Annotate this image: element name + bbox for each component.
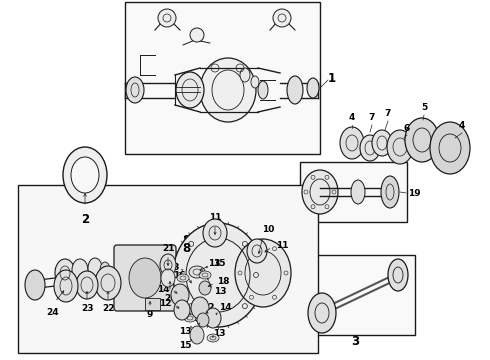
Text: 13: 13 xyxy=(214,288,226,297)
Ellipse shape xyxy=(199,281,211,295)
Bar xyxy=(18,185,318,353)
Text: 13: 13 xyxy=(168,262,180,271)
Text: 14: 14 xyxy=(219,303,232,312)
Ellipse shape xyxy=(63,147,107,203)
Ellipse shape xyxy=(308,293,336,333)
Ellipse shape xyxy=(273,9,291,27)
Ellipse shape xyxy=(258,81,268,99)
Text: 13: 13 xyxy=(179,328,192,337)
Ellipse shape xyxy=(126,77,144,103)
Text: 17: 17 xyxy=(202,314,215,323)
Ellipse shape xyxy=(55,259,75,287)
Ellipse shape xyxy=(287,76,303,104)
Ellipse shape xyxy=(189,266,205,278)
Ellipse shape xyxy=(174,300,190,320)
Ellipse shape xyxy=(340,127,364,159)
Ellipse shape xyxy=(207,334,219,342)
Ellipse shape xyxy=(184,314,196,322)
Ellipse shape xyxy=(197,313,209,327)
Ellipse shape xyxy=(240,68,250,82)
Text: 4: 4 xyxy=(349,113,355,122)
Ellipse shape xyxy=(235,239,291,307)
Ellipse shape xyxy=(25,270,45,300)
Ellipse shape xyxy=(129,258,161,298)
Text: 22: 22 xyxy=(102,304,114,313)
Ellipse shape xyxy=(203,219,227,247)
Text: 7: 7 xyxy=(385,109,391,118)
Text: 19: 19 xyxy=(408,189,420,198)
Ellipse shape xyxy=(388,259,408,291)
Text: 4: 4 xyxy=(459,121,465,130)
Ellipse shape xyxy=(387,130,413,164)
Ellipse shape xyxy=(88,258,102,278)
Ellipse shape xyxy=(381,176,399,208)
Text: 6: 6 xyxy=(404,124,410,133)
Text: 14: 14 xyxy=(157,284,170,293)
Text: 15: 15 xyxy=(213,258,225,267)
Ellipse shape xyxy=(302,170,338,214)
Ellipse shape xyxy=(360,135,380,161)
Text: 23: 23 xyxy=(81,304,93,313)
Text: 5: 5 xyxy=(421,103,427,112)
Text: 3: 3 xyxy=(351,335,359,348)
Ellipse shape xyxy=(100,262,110,278)
Bar xyxy=(125,2,320,154)
Ellipse shape xyxy=(307,78,319,98)
Text: 13: 13 xyxy=(208,258,220,267)
Ellipse shape xyxy=(177,274,189,282)
Ellipse shape xyxy=(161,269,175,287)
Text: 13: 13 xyxy=(172,293,185,302)
Text: 18: 18 xyxy=(217,278,229,287)
Ellipse shape xyxy=(205,308,221,328)
Ellipse shape xyxy=(405,118,439,162)
Text: 18: 18 xyxy=(174,303,187,312)
Ellipse shape xyxy=(199,271,211,279)
Text: 7: 7 xyxy=(369,113,375,122)
Ellipse shape xyxy=(430,122,470,174)
Text: 9: 9 xyxy=(147,310,153,319)
Ellipse shape xyxy=(54,270,78,302)
Text: 21: 21 xyxy=(162,244,174,253)
Ellipse shape xyxy=(76,271,98,299)
Bar xyxy=(145,298,160,310)
Text: 15: 15 xyxy=(179,341,192,350)
Ellipse shape xyxy=(95,266,121,300)
Ellipse shape xyxy=(351,180,365,204)
Text: 8: 8 xyxy=(182,234,190,247)
Ellipse shape xyxy=(190,28,204,42)
Text: 12: 12 xyxy=(202,302,215,311)
Ellipse shape xyxy=(191,297,209,319)
Text: 1: 1 xyxy=(328,72,336,85)
Ellipse shape xyxy=(247,239,267,263)
Ellipse shape xyxy=(158,9,176,27)
Ellipse shape xyxy=(200,58,256,122)
Ellipse shape xyxy=(171,284,189,306)
Text: 11: 11 xyxy=(209,213,221,222)
Text: 11: 11 xyxy=(276,240,289,249)
Ellipse shape xyxy=(251,76,259,88)
Ellipse shape xyxy=(173,223,263,327)
Text: 24: 24 xyxy=(47,308,59,317)
Text: 8: 8 xyxy=(182,242,190,255)
Ellipse shape xyxy=(72,259,88,281)
Ellipse shape xyxy=(176,72,204,108)
Bar xyxy=(305,255,415,335)
Bar xyxy=(300,162,407,222)
Text: 20: 20 xyxy=(164,294,176,303)
Text: 13: 13 xyxy=(213,328,225,338)
Ellipse shape xyxy=(190,326,204,344)
FancyBboxPatch shape xyxy=(114,245,176,311)
Ellipse shape xyxy=(372,130,392,156)
Text: 16: 16 xyxy=(173,270,186,279)
Text: 10: 10 xyxy=(262,225,274,234)
Ellipse shape xyxy=(71,157,99,193)
Ellipse shape xyxy=(160,254,176,276)
Text: 12: 12 xyxy=(160,300,172,309)
Text: 2: 2 xyxy=(81,213,89,226)
